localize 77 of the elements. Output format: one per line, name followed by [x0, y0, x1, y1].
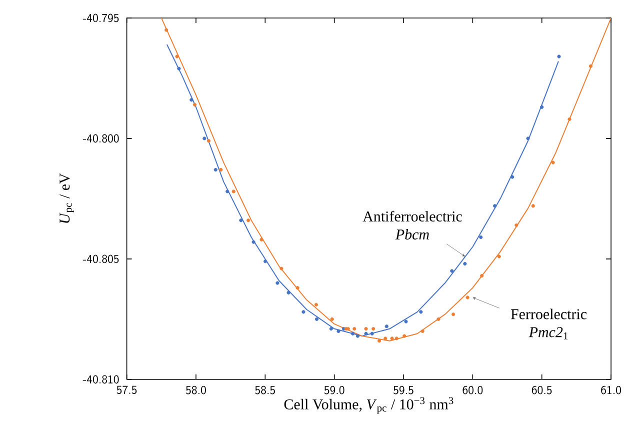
- y-tick-label: -40.805: [82, 254, 119, 263]
- point: [302, 310, 306, 314]
- x-tick-label: 60.5: [532, 386, 552, 394]
- point: [260, 238, 264, 242]
- point: [402, 334, 406, 338]
- point: [531, 204, 535, 208]
- point: [480, 274, 484, 278]
- point: [202, 136, 206, 140]
- point: [384, 336, 388, 340]
- point: [394, 336, 398, 340]
- point: [232, 190, 236, 194]
- y-tick-label: -40.800: [82, 134, 119, 142]
- point: [463, 262, 467, 266]
- x-tick-label: 59.0: [324, 386, 344, 394]
- line-series: [160, 18, 612, 342]
- point: [330, 317, 334, 321]
- point: [206, 138, 210, 143]
- point: [510, 175, 514, 179]
- point: [314, 302, 318, 306]
- point: [356, 334, 360, 338]
- point: [314, 317, 319, 321]
- point: [588, 64, 592, 68]
- point: [384, 324, 388, 328]
- point: [239, 218, 243, 222]
- point: [540, 105, 544, 109]
- point: [164, 28, 168, 32]
- point: [436, 317, 440, 321]
- x-tick-label: 60.0: [462, 386, 483, 394]
- point: [557, 54, 561, 58]
- point: [226, 190, 230, 194]
- point: [350, 332, 355, 336]
- x-tick-label: 58.5: [255, 386, 275, 394]
- point: [296, 286, 300, 290]
- point: [568, 117, 572, 121]
- point: [276, 281, 280, 285]
- point: [404, 320, 408, 324]
- point: [175, 54, 179, 58]
- point: [246, 218, 250, 222]
- point: [372, 326, 376, 330]
- point: [377, 338, 382, 342]
- x-tick-label: 61.0: [601, 386, 621, 394]
- point: [364, 332, 368, 336]
- point: [336, 329, 340, 333]
- point: [370, 332, 374, 336]
- point: [190, 98, 194, 102]
- point: [551, 160, 555, 164]
- point: [177, 66, 181, 70]
- point: [526, 136, 530, 140]
- point: [280, 266, 284, 270]
- x-tick-label: 59.5: [394, 386, 414, 394]
- point: [479, 235, 483, 239]
- point: [466, 296, 470, 300]
- x-tick-label: 57.5: [116, 386, 137, 394]
- x-tick-label: 58.0: [186, 386, 206, 394]
- point: [252, 240, 256, 244]
- point: [497, 254, 501, 258]
- point: [514, 223, 518, 227]
- point: [286, 290, 290, 294]
- point: [352, 326, 356, 330]
- point: [419, 310, 423, 314]
- annotation: Ferroelectric Pmc2$_{1}$: [510, 308, 587, 340]
- y-tick-label: -40.810: [82, 375, 119, 384]
- point: [452, 312, 456, 316]
- point: [329, 326, 333, 330]
- point: [263, 259, 268, 263]
- point: [214, 168, 218, 172]
- y-tick-label: -40.795: [82, 14, 119, 22]
- point: [493, 204, 497, 208]
- annotation: Antiferroelectric Pbcm: [362, 210, 462, 240]
- point: [364, 326, 368, 330]
- point: [450, 269, 454, 273]
- x-axis-title: Cell Volume, V$_{pc}$ / 10$^{−3}$ nm$^{3}$: [284, 396, 454, 414]
- point: [192, 102, 197, 106]
- y-axis-title: U$_{pc}$ / eV: [60, 173, 74, 223]
- point: [420, 329, 424, 333]
- point: [390, 336, 394, 340]
- point: [219, 168, 223, 172]
